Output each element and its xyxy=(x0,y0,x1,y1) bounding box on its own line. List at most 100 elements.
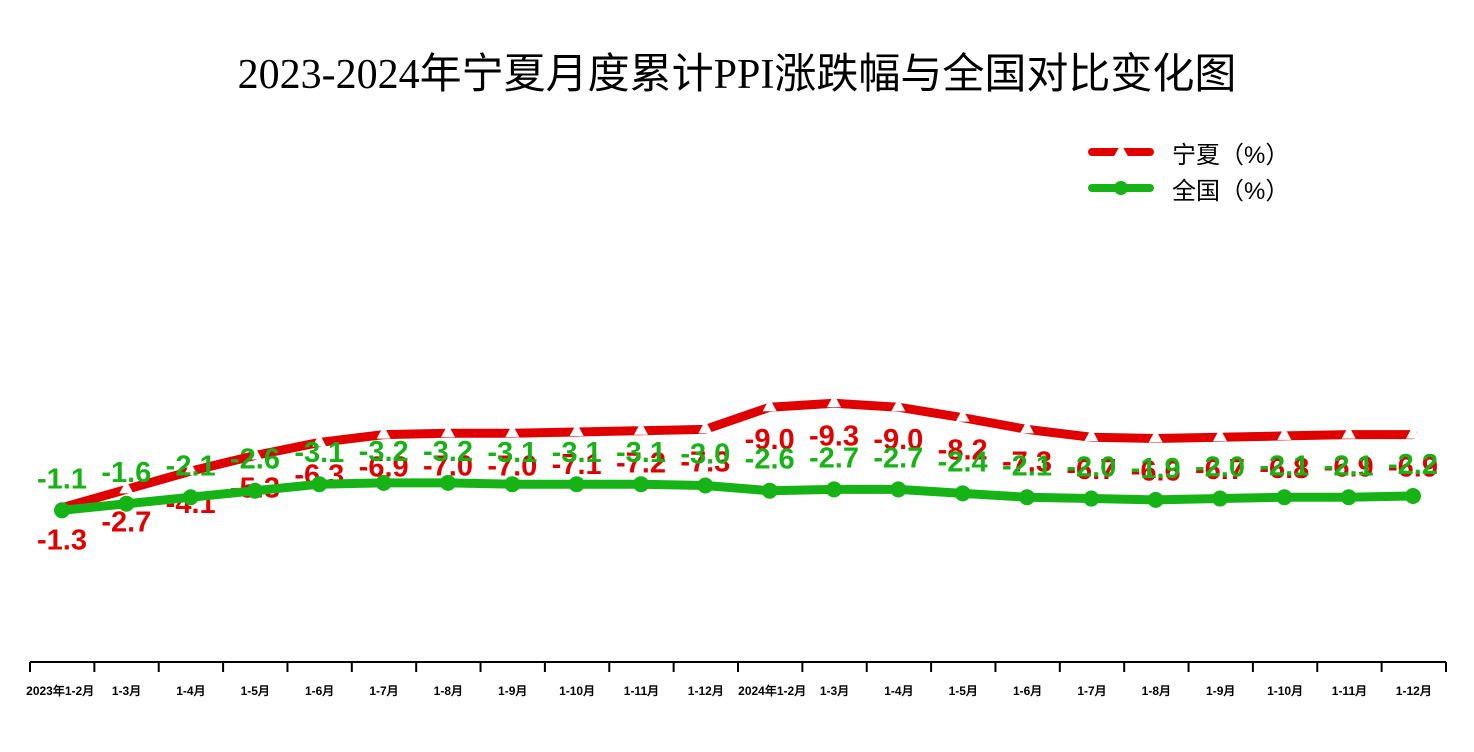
data-label: -9.3 xyxy=(809,420,859,452)
data-point xyxy=(1083,490,1100,507)
data-label: -2.6 xyxy=(230,444,280,476)
data-point xyxy=(761,482,778,499)
data-point xyxy=(1405,487,1421,504)
data-label: -2.0 xyxy=(1195,452,1245,484)
data-label: -6.6 xyxy=(1131,456,1181,488)
data-label: -3.0 xyxy=(680,439,730,471)
data-point xyxy=(762,398,777,412)
data-label: -3.1 xyxy=(294,437,344,469)
x-tick-label: 1-10月 xyxy=(559,684,595,698)
data-point xyxy=(891,398,906,412)
data-point xyxy=(1276,489,1293,506)
x-tick-label: 1-7月 xyxy=(1077,684,1106,698)
data-label: -3.1 xyxy=(487,437,537,469)
data-label: -6.9 xyxy=(1388,452,1438,484)
data-label: -6.9 xyxy=(1324,452,1374,484)
data-point xyxy=(1406,425,1420,439)
data-label: -2.7 xyxy=(873,442,923,474)
x-tick-label: 1-4月 xyxy=(176,684,205,698)
x-tick-label: 1-5月 xyxy=(949,684,978,698)
data-label: -1.9 xyxy=(1131,453,1181,485)
data-point xyxy=(568,476,585,493)
data-label: -3.2 xyxy=(359,436,409,468)
x-tick-label: 1-12月 xyxy=(688,684,724,698)
data-label: -7.3 xyxy=(680,446,730,478)
data-point xyxy=(954,485,971,502)
data-label: -3.1 xyxy=(616,437,666,469)
data-point xyxy=(312,433,327,447)
data-point xyxy=(827,394,841,408)
chart-title: 2023-2024年宁夏月度累计PPI涨跌幅与全国对比变化图 xyxy=(237,52,1237,98)
data-label: -3.1 xyxy=(552,437,602,469)
data-label: -6.7 xyxy=(1195,454,1245,486)
data-point xyxy=(1084,428,1099,442)
x-tick-label: 1-5月 xyxy=(241,684,270,698)
data-label: -2.2 xyxy=(1388,449,1438,481)
data-point xyxy=(569,423,584,437)
data-label: -2.6 xyxy=(745,444,795,476)
data-point xyxy=(182,489,199,506)
data-label: -9.0 xyxy=(745,424,795,456)
data-label: -1.6 xyxy=(101,457,151,489)
data-label: -2.4 xyxy=(938,446,988,478)
data-point xyxy=(1019,489,1035,506)
data-point xyxy=(1212,490,1228,507)
data-label: -9.0 xyxy=(873,424,923,456)
x-tick-label: 1-12月 xyxy=(1396,684,1432,698)
x-tick-label: 1-7月 xyxy=(369,684,398,698)
data-point xyxy=(505,424,520,438)
data-point xyxy=(1147,491,1164,508)
x-tick-label: 1-3月 xyxy=(820,684,849,698)
data-point xyxy=(1020,420,1034,434)
data-point xyxy=(504,476,521,493)
x-tick-label: 1-8月 xyxy=(1142,684,1171,698)
data-point xyxy=(440,474,456,491)
data-label: -1.1 xyxy=(37,463,87,495)
data-point xyxy=(54,502,70,519)
data-point xyxy=(1213,428,1227,442)
data-point xyxy=(633,476,649,493)
x-tick-label: 2023年1-2月 xyxy=(26,683,94,698)
x-tick-label: 1-6月 xyxy=(1013,684,1042,698)
data-label: -2.1 xyxy=(1002,450,1052,482)
data-label: -2.0 xyxy=(1066,452,1116,484)
x-tick-label: 1-11月 xyxy=(1332,684,1367,698)
data-point xyxy=(697,477,714,494)
data-point xyxy=(248,446,262,460)
legend-line-circle-icon xyxy=(1088,181,1154,195)
data-label: -2.1 xyxy=(1259,450,1309,482)
legend-item-ningxia: 宁夏（%） xyxy=(1086,134,1289,170)
data-point xyxy=(1148,429,1163,443)
data-point xyxy=(183,462,198,476)
data-label: -7.3 xyxy=(1002,446,1052,478)
data-label: -8.2 xyxy=(938,435,988,467)
legend-label-national: 全国（%） xyxy=(1172,177,1290,205)
data-point xyxy=(119,480,134,494)
legend-line-triangle-icon xyxy=(1088,144,1154,158)
series-line-0 xyxy=(57,398,1418,513)
x-tick-label: 1-9月 xyxy=(1206,684,1235,698)
x-tick-label: 2024年1-2月 xyxy=(738,683,806,698)
data-point xyxy=(376,425,391,439)
data-point xyxy=(955,408,970,422)
data-point xyxy=(1340,489,1357,506)
data-label: -2.1 xyxy=(166,450,216,482)
series-line-1 xyxy=(57,478,1418,515)
data-point xyxy=(698,420,713,434)
x-tick-label: 1-3月 xyxy=(112,684,141,698)
x-tick-label: 1-4月 xyxy=(884,684,913,698)
data-label: -1.3 xyxy=(37,525,87,557)
data-point xyxy=(890,481,907,498)
data-label: -6.8 xyxy=(1259,453,1309,485)
data-point xyxy=(826,481,842,498)
x-tick-label: 1-10月 xyxy=(1267,684,1303,698)
data-point xyxy=(1341,425,1356,439)
data-label: -2.1 xyxy=(1324,450,1374,482)
legend-label-ningxia: 宁夏（%） xyxy=(1172,141,1290,169)
data-point xyxy=(375,474,392,491)
data-point xyxy=(441,424,455,438)
data-point xyxy=(247,482,263,499)
x-tick-label: 1-8月 xyxy=(434,684,463,698)
data-label: -3.2 xyxy=(423,436,473,468)
